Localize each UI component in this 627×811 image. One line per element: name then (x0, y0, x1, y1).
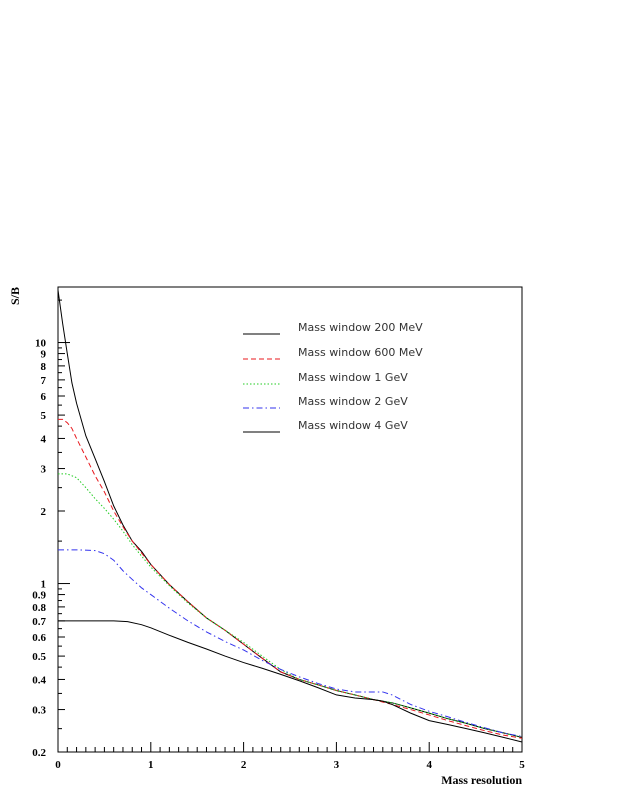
plot-frame (57, 286, 523, 753)
y-tick-label: 0.7 (32, 616, 46, 628)
y-tick-label: 7 (41, 375, 47, 387)
y-tick-label: 10 (35, 338, 47, 350)
x-axis-title: Mass resolution (441, 773, 522, 787)
series-line-4 (58, 549, 523, 737)
y-axis-title: S/B (8, 287, 22, 305)
y-tick-label: 0.2 (32, 747, 46, 759)
x-tick-label: 2 (241, 759, 247, 771)
y-tick-label: 5 (41, 410, 47, 422)
y-tick-label: 1 (41, 579, 47, 591)
series-line-1 (57, 290, 523, 738)
x-tick-label: 5 (519, 759, 525, 771)
legend: Mass window 200 MeV Mass window 600 MeV Ma… (243, 321, 423, 433)
y-tick-label: 3 (41, 464, 47, 476)
y-tick-label: 0.8 (32, 602, 46, 614)
series-lines (57, 290, 523, 743)
legend-label-2: Mass window 600 MeV (298, 346, 423, 359)
legend-label-1: Mass window 200 MeV (298, 321, 423, 334)
x-tick-label: 1 (148, 759, 154, 771)
y-tick-label: 0.9 (32, 590, 46, 602)
y-tick-label: 0.4 (32, 674, 46, 686)
x-tick-label: 0 (55, 759, 61, 771)
y-tick-label: 6 (41, 391, 47, 403)
y-tick-label: 0.6 (32, 632, 46, 644)
series-line-5 (58, 620, 523, 743)
y-tick-label: 8 (41, 361, 47, 373)
series-line-3 (58, 473, 523, 738)
y-tick-label: 4 (41, 433, 47, 445)
y-tick-label: 9 (41, 349, 47, 361)
y-tick-label: 2 (41, 506, 47, 518)
x-tick-label: 4 (426, 759, 432, 771)
x-axis-ticks: 0 1 2 3 4 5 (55, 742, 525, 771)
legend-label-4: Mass window 2 GeV (298, 395, 408, 408)
y-tick-label: 0.3 (32, 705, 46, 717)
legend-label-3: Mass window 1 GeV (298, 371, 408, 384)
legend-label-5: Mass window 4 GeV (298, 419, 408, 432)
x-tick-label: 3 (334, 759, 340, 771)
y-tick-label: 0.5 (32, 651, 46, 663)
series-line-2 (58, 418, 523, 739)
